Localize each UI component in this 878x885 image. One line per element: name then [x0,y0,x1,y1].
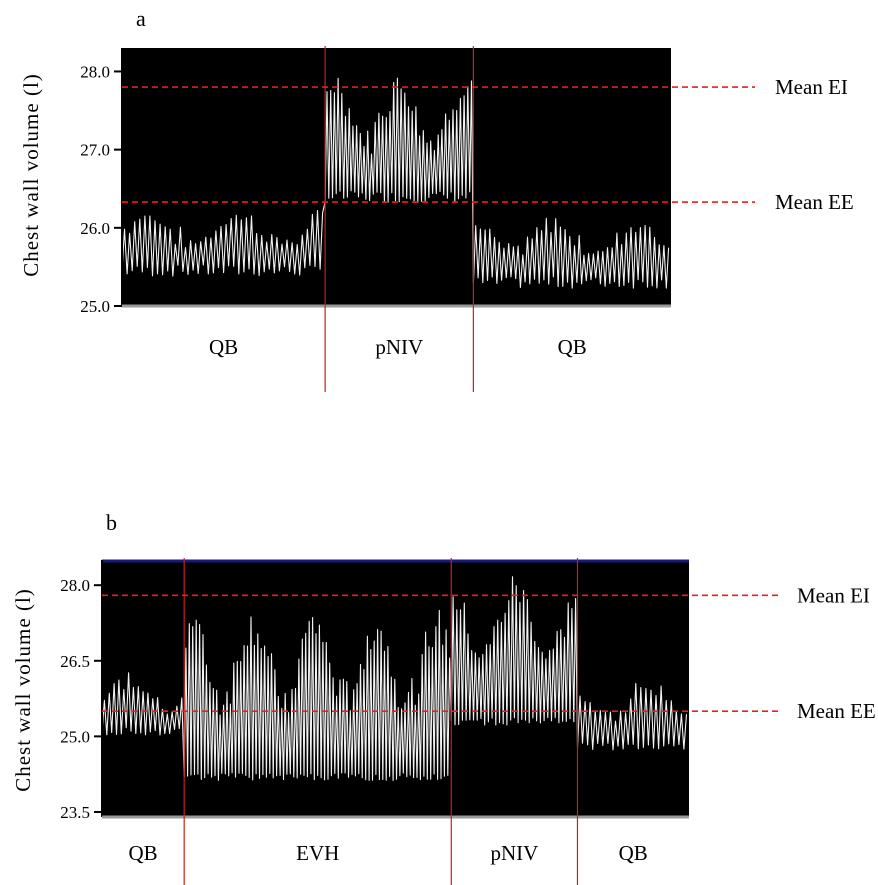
y-tick-label: 28.0 [60,576,90,595]
panel-a-reference-lines: Mean EI Mean EE [122,75,854,214]
panel-a-phase-dividers [324,46,474,392]
volume-trace-line [121,77,670,289]
panel-b: b Chest wall volume (l) 23.5 25.0 26.5 28.0… [11,510,876,885]
y-tick-label: 26.0 [80,219,110,238]
panel-b-phase-labels: QB EVH pNIV QB [128,841,647,865]
phase-label: QB [209,335,238,359]
panel-b-phase-dividers [183,558,579,885]
panel-a-y-axis: 25.0 26.0 27.0 28.0 [80,48,671,316]
panel-b-y-axis: 23.5 25.0 26.5 28.0 [60,560,689,822]
panel-b-trace [101,576,688,782]
panel-a-label: a [136,6,146,31]
phase-label: QB [128,841,157,865]
y-tick-label: 26.5 [60,652,90,671]
reference-line-label: Mean EI [797,583,870,607]
y-tick-label: 23.5 [60,803,90,822]
reference-line-label: Mean EI [775,75,848,99]
reference-line-label: Mean EE [775,190,854,214]
y-tick-label: 27.0 [80,141,110,160]
panel-a: a Chest wall volume (l) 25.0 26.0 27.0 28.0… [19,6,854,392]
reference-line-label: Mean EE [797,699,876,723]
phase-label: QB [619,841,648,865]
y-tick-label: 25.0 [80,297,110,316]
panel-b-label: b [106,510,117,535]
y-tick-label: 25.0 [60,727,90,746]
phase-label: pNIV [490,841,538,865]
panel-b-reference-lines: Mean EI Mean EE [102,583,876,723]
phase-label: EVH [296,841,339,865]
volume-trace-line [101,576,688,782]
phase-label: pNIV [375,335,423,359]
panel-a-ylabel: Chest wall volume (l) [19,73,43,277]
panel-a-phase-labels: QB pNIV QB [209,335,587,359]
panel-b-ylabel: Chest wall volume (l) [11,588,35,792]
panel-a-trace [121,77,670,289]
y-tick-label: 28.0 [80,62,110,81]
phase-label: QB [558,335,587,359]
